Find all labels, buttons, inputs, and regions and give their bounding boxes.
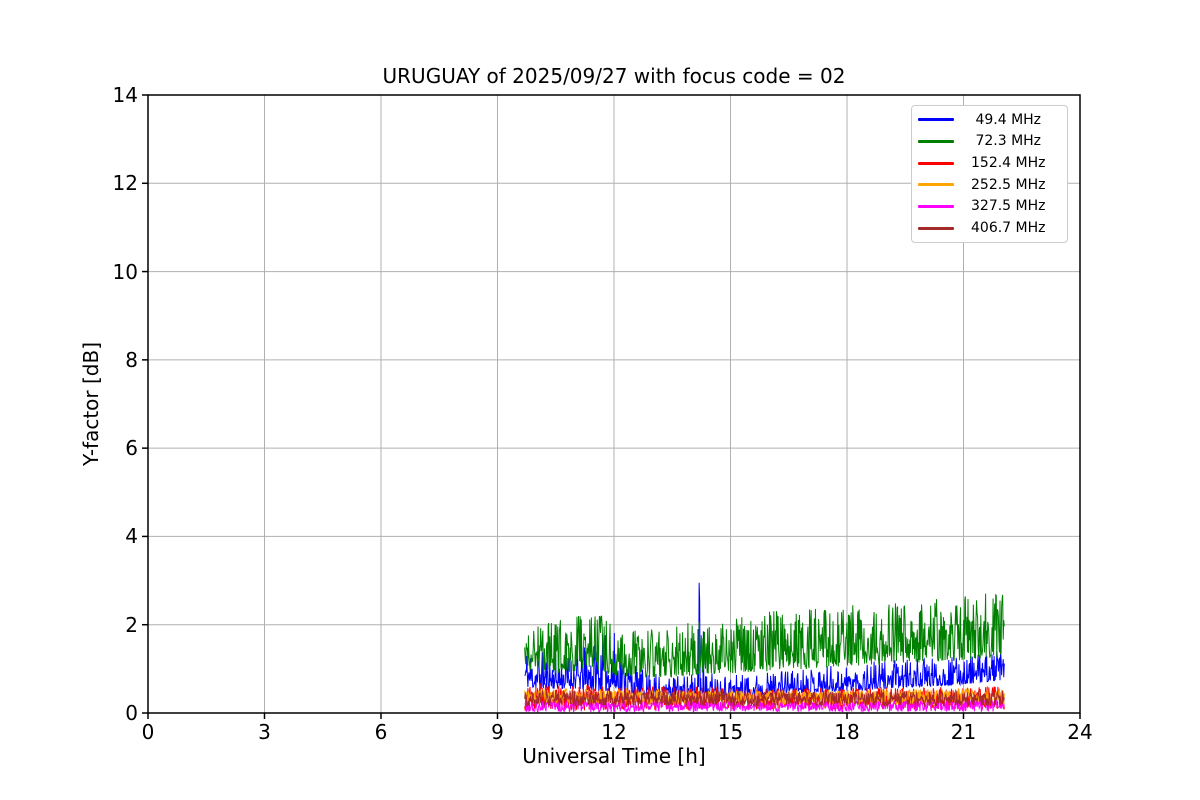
x-tick-label: 6 <box>374 720 388 744</box>
legend-line-152-4mhz-icon <box>918 161 954 165</box>
y-tick-label: 0 <box>125 701 138 725</box>
legend-line-72-3mhz-icon <box>918 139 954 143</box>
x-tick-label: 12 <box>601 720 627 744</box>
legend-entry-49-4mhz: 49.4 MHz <box>918 112 1059 128</box>
x-tick-label: 0 <box>141 720 155 744</box>
x-tick-label: 24 <box>1067 720 1093 744</box>
y-tick-label: 12 <box>112 171 138 196</box>
legend-label: 152.4 MHz <box>971 155 1046 172</box>
legend-label: 49.4 MHz <box>971 111 1042 128</box>
series-line-406-7-mhz <box>524 689 1005 708</box>
legend-entry-72-3mhz: 72.3 MHz <box>918 133 1059 149</box>
series-line-72-3-mhz <box>524 593 1005 678</box>
legend-line-327-5mhz-icon <box>918 204 954 208</box>
axes <box>142 94 1081 719</box>
legend-entry-152-4mhz: 152.4 MHz <box>918 155 1059 171</box>
legend-line-49-4mhz-icon <box>918 118 954 122</box>
x-tick-label: 15 <box>717 720 744 744</box>
legend-label: 252.5 MHz <box>971 176 1046 193</box>
legend-label: 327.5 MHz <box>971 198 1046 215</box>
y-tick-label: 4 <box>125 524 138 549</box>
legend-line-252-5mhz-icon <box>918 183 954 187</box>
x-tick-label: 18 <box>834 720 860 744</box>
legend-entry-406-7mhz: 406.7 MHz <box>918 220 1059 236</box>
legend: 49.4 MHz 72.3 MHz 152.4 MHz 252.5 MHz 32… <box>911 105 1068 243</box>
legend-line-406-7mhz-icon <box>918 226 954 230</box>
legend-label: 72.3 MHz <box>971 133 1042 150</box>
y-tick-label: 8 <box>125 347 138 372</box>
x-axis-label: Universal Time [h] <box>522 744 706 768</box>
x-tick-label: 9 <box>491 720 504 744</box>
x-tick-label: 21 <box>950 720 977 744</box>
series-line-327-5-mhz <box>524 698 1005 714</box>
legend-entry-252-5mhz: 252.5 MHz <box>918 177 1059 193</box>
y-tick-label: 6 <box>125 436 138 461</box>
x-tick-label: 3 <box>258 720 271 744</box>
y-tick-label: 10 <box>112 259 138 284</box>
y-tick-label: 2 <box>125 612 138 637</box>
chart-title: URUGUAY of 2025/09/27 with focus code = … <box>382 64 846 88</box>
legend-entry-327-5mhz: 327.5 MHz <box>918 198 1059 214</box>
series-lines <box>524 582 1005 714</box>
legend-label: 406.7 MHz <box>971 220 1046 237</box>
y-tick-label: 14 <box>112 83 138 107</box>
